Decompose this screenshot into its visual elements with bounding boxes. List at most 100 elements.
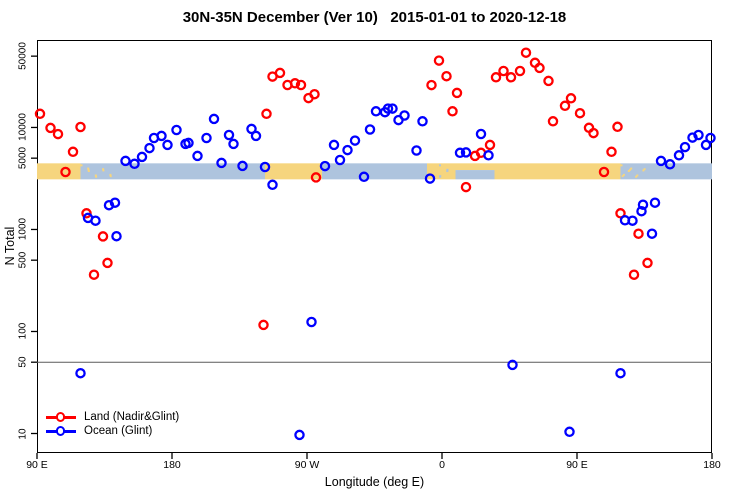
- data-point-land: [505, 72, 517, 83]
- legend-label: Ocean (Glint): [84, 425, 153, 437]
- y-tick-label: 100: [17, 323, 29, 340]
- data-point-ocean: [319, 160, 331, 172]
- y-tick-label: 10: [17, 427, 29, 440]
- y-tick-label: 500: [17, 251, 29, 269]
- data-point-ocean: [306, 316, 317, 328]
- legend-label: Land (Nadir&Glint): [84, 411, 180, 423]
- data-point-land: [426, 79, 437, 91]
- data-point-ocean: [334, 154, 346, 166]
- data-point-ocean: [111, 230, 122, 242]
- data-point-land: [615, 208, 626, 219]
- data-point-ocean: [342, 144, 353, 156]
- map-band-speckle: [446, 168, 449, 171]
- map-band-speckle: [102, 168, 105, 171]
- legend-entry-ocean: Ocean (Glint): [46, 424, 179, 438]
- data-point-land: [310, 172, 322, 183]
- map-band-speckle: [642, 169, 645, 172]
- data-point-land: [433, 55, 445, 66]
- map-band-speckle: [622, 173, 625, 176]
- map-band-speckle: [87, 170, 90, 173]
- map-band-speckle: [94, 174, 97, 177]
- x-tick-label: 180: [163, 459, 181, 471]
- data-point-ocean: [109, 197, 121, 208]
- map-band-speckle: [87, 168, 90, 171]
- data-point-ocean: [673, 150, 685, 161]
- data-point-ocean: [475, 128, 487, 140]
- data-point-ocean: [75, 367, 86, 379]
- legend-symbol: [46, 424, 76, 438]
- data-point-ocean: [129, 158, 140, 170]
- data-point-ocean: [246, 123, 257, 135]
- data-point-ocean: [627, 215, 638, 226]
- map-band-speckle: [439, 175, 442, 178]
- map-band-speckle: [109, 173, 112, 176]
- data-point-ocean: [705, 132, 716, 144]
- data-point-ocean: [387, 103, 398, 114]
- data-point-ocean: [349, 135, 361, 146]
- x-tick-label: 90 W: [294, 459, 320, 471]
- data-point-land: [588, 127, 599, 139]
- data-point-land: [534, 62, 545, 74]
- data-point-ocean: [507, 359, 518, 371]
- data-point-ocean: [364, 124, 376, 135]
- data-point-land: [451, 87, 463, 99]
- data-point-ocean: [201, 132, 212, 144]
- legend-circle: [56, 426, 66, 436]
- map-band-speckle: [95, 175, 98, 178]
- y-tick-label: 5000: [17, 147, 29, 170]
- data-point-land: [52, 128, 64, 140]
- legend: Land (Nadir&Glint) Ocean (Glint): [46, 410, 179, 438]
- data-point-ocean: [700, 139, 712, 151]
- data-point-ocean: [424, 173, 436, 184]
- data-point-land: [514, 65, 526, 77]
- chart-title: 30N-35N December (Ver 10) 2015-01-01 to …: [182, 9, 567, 26]
- data-point-ocean: [294, 429, 305, 441]
- map-band-speckle: [635, 175, 638, 178]
- data-point-land: [289, 78, 301, 89]
- data-point-land: [490, 72, 502, 83]
- data-point-ocean: [162, 139, 173, 151]
- data-point-ocean: [417, 116, 428, 127]
- data-point-land: [258, 319, 269, 331]
- data-point-land: [274, 67, 286, 79]
- map-band-speckle: [630, 167, 633, 170]
- data-point-ocean: [370, 106, 382, 117]
- map-band-speckle: [439, 164, 441, 167]
- map-band-speckle: [629, 168, 631, 171]
- data-point-land: [97, 231, 109, 242]
- data-point-ocean: [637, 199, 649, 210]
- data-point-ocean: [136, 151, 148, 163]
- map-band-speckle: [87, 167, 90, 170]
- map-band-speckle: [620, 164, 623, 167]
- data-point-land: [498, 65, 509, 77]
- map-band-speckle: [627, 170, 630, 173]
- data-point-ocean: [156, 130, 167, 142]
- map-band-speckle: [80, 164, 83, 167]
- data-point-land: [34, 108, 46, 120]
- x-tick-label: 0: [439, 459, 445, 471]
- data-point-ocean: [144, 142, 155, 154]
- data-point-land: [60, 166, 71, 178]
- data-point-ocean: [664, 159, 676, 170]
- data-point-ocean: [228, 138, 239, 150]
- data-point-ocean: [382, 103, 394, 114]
- x-tick-label: 180: [703, 459, 721, 471]
- y-tick-label: 1000: [17, 218, 29, 241]
- data-point-land: [447, 106, 458, 117]
- data-point-ocean: [192, 150, 203, 162]
- data-point-ocean: [615, 367, 626, 379]
- data-point-land: [88, 269, 100, 280]
- data-point-ocean: [171, 124, 182, 136]
- data-point-ocean: [564, 426, 575, 438]
- map-band-speckle: [621, 175, 624, 178]
- data-point-ocean: [267, 179, 278, 191]
- map-band-speckle: [109, 175, 112, 178]
- data-point-ocean: [183, 137, 194, 149]
- map-band-speckle: [636, 174, 639, 177]
- data-point-land: [102, 257, 113, 269]
- data-point-ocean: [223, 129, 235, 141]
- data-point-ocean: [259, 161, 271, 173]
- data-point-ocean: [237, 160, 248, 172]
- data-point-land: [606, 146, 617, 158]
